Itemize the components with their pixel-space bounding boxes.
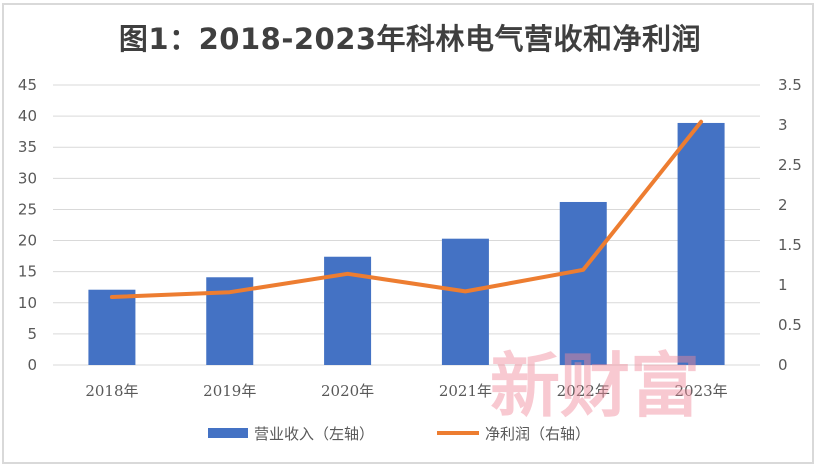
left-axis-tick: 45 — [18, 76, 37, 94]
left-axis-tick: 35 — [18, 138, 37, 156]
revenue-bar — [441, 238, 489, 365]
x-axis-label: 2021年 — [439, 382, 492, 400]
right-axis-tick: 2 — [778, 196, 788, 214]
legend-profit-label: 净利润（右轴） — [485, 425, 590, 443]
left-axis-tick: 0 — [27, 356, 37, 374]
x-axis-label: 2020年 — [321, 382, 374, 400]
legend-bar-swatch — [208, 428, 248, 438]
legend: 营业收入（左轴） 净利润（右轴） — [208, 425, 590, 443]
right-axis-tick: 0 — [778, 356, 788, 374]
right-axis-tick: 1.5 — [778, 236, 802, 254]
right-y-axis: 0 0.5 1 1.5 2 2.5 3 3.5 — [778, 76, 802, 374]
right-axis-tick: 1 — [778, 276, 788, 294]
x-axis-label: 2022年 — [557, 382, 610, 400]
gridlines — [53, 84, 760, 366]
right-axis-tick: 3.5 — [778, 76, 802, 94]
left-axis-tick: 5 — [27, 325, 37, 343]
left-y-axis: 0 5 10 15 20 25 30 35 40 45 — [18, 76, 37, 374]
x-axis-label: 2023年 — [674, 382, 727, 400]
revenue-bar — [677, 122, 725, 365]
left-axis-tick: 15 — [18, 263, 37, 281]
left-axis-tick: 25 — [18, 200, 37, 218]
right-axis-tick: 0.5 — [778, 316, 802, 334]
net-profit-line — [109, 119, 704, 299]
right-axis-tick: 2.5 — [778, 156, 802, 174]
revenue-bar — [559, 201, 607, 365]
left-axis-tick: 10 — [18, 294, 37, 312]
left-axis-tick: 30 — [18, 169, 37, 187]
x-axis-label: 2019年 — [203, 382, 256, 400]
revenue-bar — [88, 289, 136, 365]
net-profit-polyline — [109, 119, 704, 299]
watermark: 新财富 — [490, 344, 700, 427]
right-axis-tick: 3 — [778, 116, 788, 134]
left-axis-tick: 20 — [18, 232, 37, 250]
chart-title: 图1：2018-2023年科林电气营收和净利润 — [118, 22, 702, 56]
left-axis-tick: 40 — [18, 107, 37, 125]
x-axis-labels: 2018年 2019年 2020年 2021年 2022年 2023年 — [85, 382, 727, 400]
x-axis-label: 2018年 — [85, 382, 138, 400]
revenue-bars — [88, 122, 725, 365]
legend-revenue-label: 营业收入（左轴） — [254, 425, 374, 443]
